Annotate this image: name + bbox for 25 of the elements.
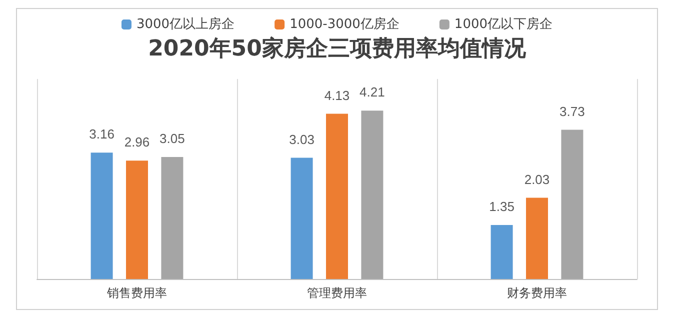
legend-label: 3000亿以上房企: [136, 16, 235, 32]
x-tick-label: 管理费用率: [307, 286, 367, 300]
chart-title: 2020年50家房企三项费用率均值情况: [148, 36, 527, 62]
data-label: 4.21: [360, 84, 385, 100]
data-label: 3.16: [89, 126, 114, 142]
data-label: 1.35: [489, 199, 514, 214]
data-label: 2.96: [124, 134, 150, 150]
bar: [526, 198, 548, 279]
bar: [126, 160, 148, 279]
bar: [361, 110, 384, 279]
data-label: 3.73: [560, 104, 585, 119]
bar: [290, 158, 313, 279]
bar: [490, 225, 513, 279]
bar: [561, 130, 584, 279]
data-label: 3.05: [160, 131, 185, 146]
x-tick-label: 销售费用率: [106, 286, 167, 300]
data-label: 4.13: [324, 88, 350, 103]
legend-label: 1000-3000亿房企: [290, 16, 400, 32]
bar: [161, 157, 184, 279]
data-label: 3.03: [289, 132, 314, 147]
bar: [90, 152, 113, 279]
bar: [326, 114, 348, 279]
x-tick-label: 财务费用率: [507, 286, 567, 300]
legend-label: 1000亿以下房企: [454, 16, 553, 32]
data-label: 2.03: [524, 172, 550, 187]
